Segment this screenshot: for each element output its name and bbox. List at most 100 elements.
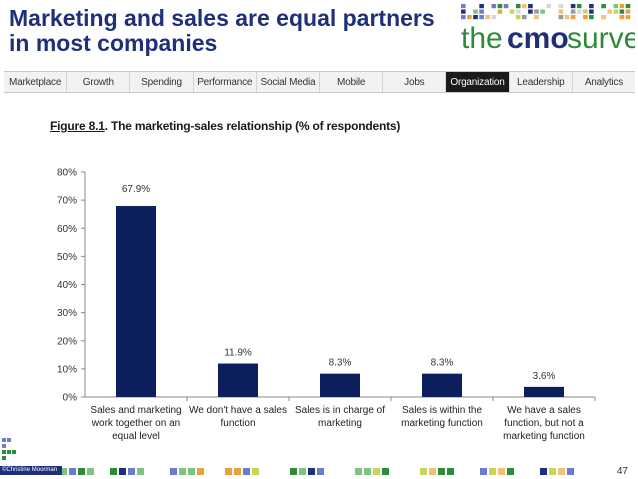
bar-chart: 0% 10% 20% 30% 40% 50% 60% 70% 80% 67.9% Sales and… [57,168,596,442]
logo-square [528,9,533,14]
logo-square [558,4,564,9]
logo-square [503,4,509,9]
footer-square [128,468,135,475]
tab-mobile[interactable]: Mobile [320,72,384,92]
logo-square [570,4,576,9]
logo-square [619,9,625,14]
bar [320,373,360,397]
footer-square [137,468,144,475]
tab-jobs[interactable]: Jobs [383,72,447,92]
footer-square [69,468,76,475]
footer-square [170,468,177,475]
category-label: Sales is in charge of marketing [295,405,385,429]
footer-square [480,468,487,475]
category-label: Sales and marketing work together on an eq… [90,405,181,442]
figure-caption: Figure 8.1. The marketing-sales relation… [50,119,400,133]
y-tick-label: 70% [57,196,77,207]
tab-social-media[interactable]: Social Media [257,72,321,92]
tab-leadership[interactable]: Leadership [510,72,573,92]
logo-square [625,4,631,9]
bar [422,373,462,397]
logo-square [613,4,619,9]
footer-square [429,468,436,475]
tab-organization[interactable]: Organization [446,72,510,92]
footer-square [489,468,496,475]
logo-square [625,9,631,14]
logo-square [467,15,472,20]
footer-square [234,468,241,475]
data-label: 67.9% [122,184,150,195]
logo-square [576,9,582,14]
section-nav: Marketplace Growth Spending Performance … [4,71,635,93]
footer-square [197,468,204,475]
figure-title: . The marketing-sales relationship (% of… [104,119,401,133]
logo-square [534,9,539,14]
y-tick-label: 30% [57,308,77,319]
logo-square [528,4,533,9]
footer-square [438,468,445,475]
footer-square [558,468,565,475]
y-tick-label: 60% [57,224,77,235]
footer-square [7,450,11,454]
footer-square [308,468,315,475]
logo-square [570,15,576,20]
logo-square [570,9,576,14]
copyright-notice: ©Christine Moorman [0,466,62,475]
footer-square [12,450,16,454]
logo-square [515,4,521,9]
tab-performance[interactable]: Performance [194,72,257,92]
footer-square [252,468,259,475]
tab-marketplace[interactable]: Marketplace [4,72,68,92]
page-title: Marketing and sales are equal partners i… [9,6,449,56]
bar [218,363,258,397]
y-tick-label: 80% [57,168,77,179]
data-label: 3.6% [533,371,556,382]
footer-square [549,468,556,475]
footer-square [7,438,11,442]
footer-square [420,468,427,475]
tab-growth[interactable]: Growth [67,72,131,92]
logo-square [619,4,625,9]
footer-square [299,468,306,475]
logo-square [522,15,527,20]
footer-mosaic [2,438,574,475]
footer-square [225,468,232,475]
footer-square [87,468,94,475]
logo-square [589,15,594,20]
footer-square [188,468,195,475]
logo-square [589,9,594,14]
logo-square [497,9,503,14]
logo-square [607,9,612,14]
logo-mosaic [461,4,631,20]
logo-square [613,9,619,14]
footer-square [498,468,505,475]
logo-square [479,15,484,20]
page-title-line-1: Marketing and sales are equal partners [9,5,435,31]
y-tick-label: 20% [57,336,77,347]
page-number: 47 [616,466,628,477]
footer-square [78,468,85,475]
logo-word-survey: survey [567,22,635,55]
footer-square [540,468,547,475]
logo-square [558,9,564,14]
logo-square [540,9,545,14]
footer-square [2,438,6,442]
category-label: We don't have a sales function [189,405,287,429]
y-tick-label: 0% [63,393,78,404]
footer-square [373,468,380,475]
tab-analytics[interactable]: Analytics [584,76,624,88]
data-label: 8.3% [431,358,454,369]
footer-square [382,468,389,475]
logo-word-the: the [461,22,503,55]
footer-square [290,468,297,475]
logo-square [625,15,631,20]
footer-square [110,468,117,475]
logo-word-cmo: cmo [507,22,569,55]
logo-square [576,4,582,9]
logo-square [583,9,588,14]
logo-square [515,15,521,20]
footer-square [119,468,126,475]
logo-square [461,15,466,20]
logo-square [479,4,484,9]
tab-spending[interactable]: Spending [130,72,194,92]
